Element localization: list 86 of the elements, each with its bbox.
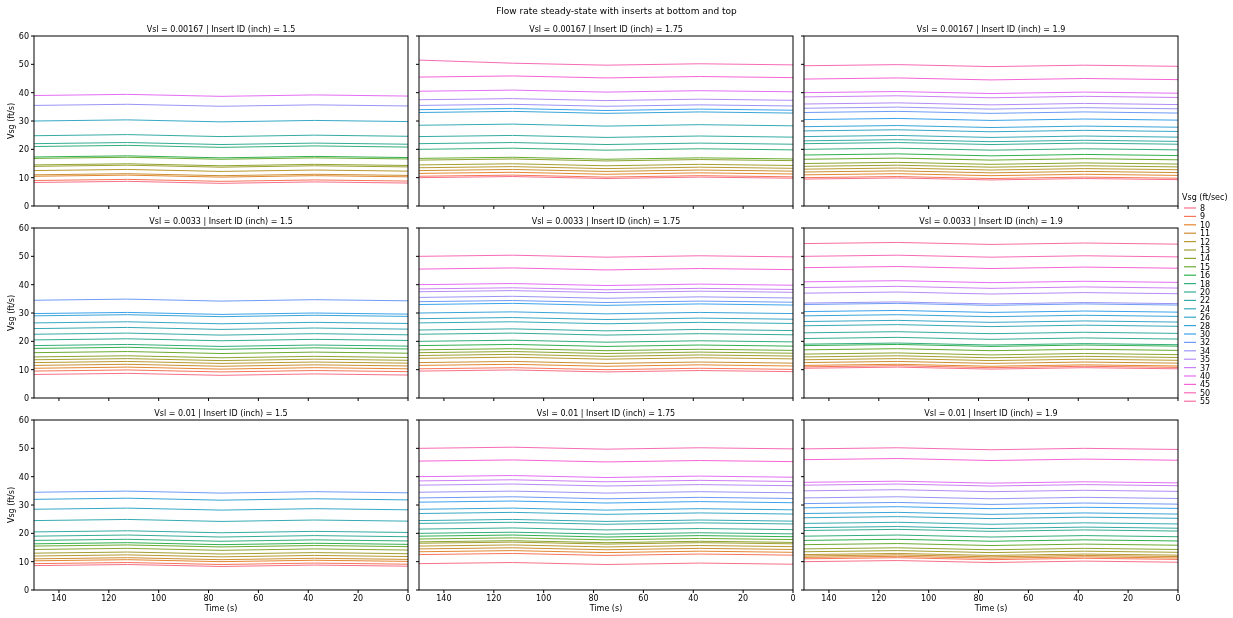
- legend-label: 37: [1200, 363, 1211, 373]
- x-axis-title: Time (s): [588, 604, 623, 613]
- legend-label: 8: [1200, 204, 1206, 213]
- x-tick-label: 140: [51, 594, 67, 603]
- legend-label: 20: [1200, 288, 1211, 297]
- legend-label: 26: [1200, 313, 1211, 323]
- chart-title: Vsl = 0.00167 | Insert ID (inch) = 1.5: [146, 25, 296, 34]
- x-tick-label: 0: [790, 594, 796, 603]
- y-tick-label: 60: [18, 32, 29, 41]
- y-tick-label: 60: [18, 224, 29, 233]
- legend-label: 32: [1200, 338, 1211, 348]
- x-tick-label: 120: [871, 594, 887, 603]
- y-axis-title: Vsg (ft/s): [7, 486, 16, 524]
- legend-label: 35: [1200, 355, 1211, 365]
- y-tick-label: 0: [23, 586, 29, 595]
- legend-label: 40: [1200, 372, 1211, 381]
- x-tick-label: 0: [405, 594, 411, 603]
- x-tick-label: 40: [303, 594, 314, 603]
- chart-title: Vsl = 0.0033 | Insert ID (inch) = 1.75: [531, 217, 681, 226]
- y-tick-label: 30: [18, 117, 29, 126]
- y-tick-label: 10: [18, 173, 29, 183]
- x-tick-label: 100: [536, 594, 552, 603]
- legend-label: 11: [1200, 229, 1211, 239]
- legend-label: 14: [1200, 254, 1211, 264]
- chart-title: Vsl = 0.00167 | Insert ID (inch) = 1.9: [916, 25, 1066, 34]
- x-tick-label: 60: [253, 594, 264, 603]
- y-tick-label: 50: [18, 444, 29, 454]
- legend-label: 55: [1200, 397, 1211, 407]
- y-tick-label: 10: [18, 557, 29, 567]
- y-tick-label: 30: [18, 501, 29, 510]
- x-tick-label: 20: [353, 594, 364, 603]
- y-tick-label: 10: [18, 365, 29, 375]
- x-tick-label: 40: [1073, 594, 1084, 603]
- y-tick-label: 50: [18, 60, 29, 70]
- x-tick-label: 40: [688, 594, 699, 603]
- y-tick-label: 20: [18, 529, 29, 539]
- y-tick-label: 40: [18, 280, 29, 290]
- legend-label: 22: [1200, 296, 1211, 306]
- x-tick-label: 80: [203, 594, 214, 603]
- legend-label: 24: [1200, 304, 1211, 314]
- chart-title: Vsl = 0.01 | Insert ID (inch) = 1.9: [924, 409, 1058, 418]
- x-tick-label: 100: [151, 594, 167, 603]
- x-axis-title: Time (s): [203, 604, 238, 613]
- y-tick-label: 0: [23, 202, 29, 211]
- x-tick-label: 100: [921, 594, 937, 603]
- chart-title: Vsl = 0.0033 | Insert ID (inch) = 1.5: [149, 217, 293, 226]
- y-axis-title: Vsg (ft/s): [7, 102, 16, 140]
- legend-label: 18: [1200, 279, 1211, 289]
- x-tick-label: 0: [1175, 594, 1181, 603]
- x-tick-label: 80: [588, 594, 599, 603]
- y-tick-label: 30: [18, 309, 29, 318]
- legend-label: 9: [1200, 212, 1206, 222]
- x-tick-label: 60: [1023, 594, 1034, 603]
- legend-label: 28: [1200, 321, 1211, 331]
- y-tick-label: 40: [18, 88, 29, 98]
- chart-title: Vsl = 0.0033 | Insert ID (inch) = 1.9: [919, 217, 1063, 226]
- x-tick-label: 120: [486, 594, 502, 603]
- x-tick-label: 140: [821, 594, 837, 603]
- text: Flow rate steady-state with inserts at bottom and top: [496, 6, 738, 16]
- legend-label: 13: [1200, 246, 1211, 255]
- x-tick-label: 140: [436, 594, 452, 603]
- legend-label: 16: [1200, 271, 1211, 281]
- legend-label: 50: [1200, 388, 1211, 398]
- chart-title: Vsl = 0.01 | Insert ID (inch) = 1.75: [536, 409, 676, 418]
- y-tick-label: 50: [18, 252, 29, 262]
- x-tick-label: 60: [638, 594, 649, 603]
- x-tick-label: 120: [101, 594, 117, 603]
- x-axis-title: Time (s): [973, 604, 1008, 613]
- legend-label: 34: [1200, 346, 1211, 356]
- legend-title: Vsg (ft/sec): [1182, 193, 1228, 202]
- legend-label: 45: [1200, 380, 1211, 390]
- y-tick-label: 40: [18, 472, 29, 482]
- y-tick-label: 60: [18, 416, 29, 425]
- y-tick-label: 0: [23, 394, 29, 403]
- chart-title: Vsl = 0.00167 | Insert ID (inch) = 1.75: [529, 25, 683, 34]
- legend-label: 12: [1200, 237, 1211, 247]
- x-tick-label: 80: [973, 594, 984, 603]
- chart-title: Vsl = 0.01 | Insert ID (inch) = 1.5: [154, 409, 288, 418]
- x-tick-label: 20: [1123, 594, 1134, 603]
- y-axis-title: Vsg (ft/s): [7, 294, 16, 332]
- y-tick-label: 20: [18, 337, 29, 347]
- legend-label: 30: [1200, 330, 1211, 339]
- y-tick-label: 20: [18, 145, 29, 155]
- x-tick-label: 20: [738, 594, 749, 603]
- legend-label: 10: [1200, 220, 1211, 230]
- legend-label: 15: [1200, 262, 1211, 272]
